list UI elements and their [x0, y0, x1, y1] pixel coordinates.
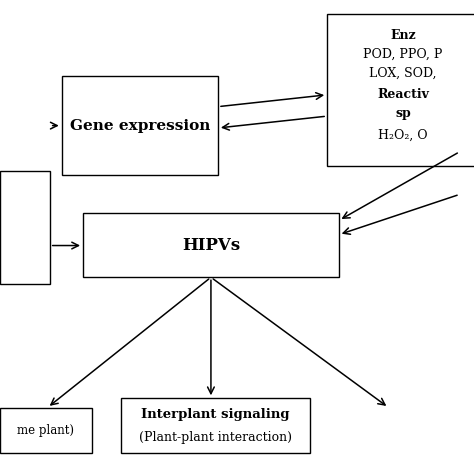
- Text: HIPVs: HIPVs: [182, 237, 240, 254]
- FancyBboxPatch shape: [83, 213, 339, 277]
- Text: POD, PPO, P: POD, PPO, P: [363, 48, 443, 61]
- Text: Enz: Enz: [390, 29, 416, 42]
- FancyBboxPatch shape: [327, 14, 474, 166]
- Text: Reactiv: Reactiv: [377, 88, 429, 101]
- Text: H₂O₂, O: H₂O₂, O: [378, 128, 428, 142]
- Text: LOX, SOD,: LOX, SOD,: [369, 67, 437, 80]
- FancyBboxPatch shape: [121, 398, 310, 453]
- FancyBboxPatch shape: [0, 171, 50, 284]
- Text: sp: sp: [395, 107, 411, 120]
- Text: Gene expression: Gene expression: [70, 118, 210, 133]
- Text: me plant): me plant): [18, 424, 74, 437]
- Text: Interplant signaling: Interplant signaling: [141, 408, 290, 421]
- FancyBboxPatch shape: [0, 408, 92, 453]
- Text: (Plant-plant interaction): (Plant-plant interaction): [139, 430, 292, 444]
- FancyBboxPatch shape: [62, 76, 218, 175]
